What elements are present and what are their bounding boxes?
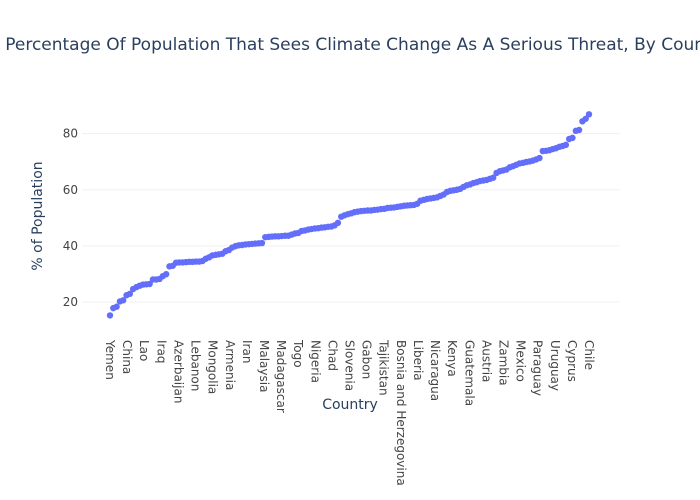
x-tick-label: Nicaragua — [428, 340, 442, 401]
x-tick-label: Malaysia — [257, 340, 271, 392]
data-points — [106, 111, 593, 319]
x-axis-title: Country — [322, 397, 378, 413]
x-tick-label: Tajikistan — [377, 339, 391, 396]
chart-title: Percentage Of Population That Sees Clima… — [5, 35, 700, 55]
x-tick-label: Madagascar — [274, 340, 288, 413]
x-tick-label: Austria — [479, 340, 493, 382]
y-tick-label: 20 — [63, 295, 78, 309]
data-point[interactable] — [106, 312, 114, 319]
x-tick-label: Lebanon — [189, 340, 203, 391]
x-tick-label: Nigeria — [308, 340, 322, 383]
y-tick-label: 60 — [63, 183, 78, 197]
x-tick-label: Chile — [582, 340, 596, 370]
x-tick-label: Paraguay — [531, 340, 545, 396]
x-tick-label: Uruguay — [548, 340, 562, 391]
x-tick-label: Yemen — [103, 339, 117, 380]
x-tick-label: China — [120, 340, 134, 374]
data-point[interactable] — [113, 303, 120, 310]
x-tick-label: Kenya — [445, 340, 459, 377]
data-point[interactable] — [162, 270, 170, 278]
x-tick-label: Iran — [240, 340, 254, 363]
x-tick-label: Armenia — [223, 340, 237, 390]
data-point[interactable] — [582, 115, 589, 122]
x-tick-label: Bosnia and Herzegovina — [394, 340, 408, 486]
x-tick-label: Liberia — [411, 340, 425, 381]
y-axis-title: % of Population — [30, 161, 46, 270]
y-tick-labels: 20 40 60 80 — [63, 127, 78, 309]
x-tick-label: Gabon — [360, 340, 374, 379]
x-tick-label: Iraq — [154, 340, 168, 363]
data-point[interactable] — [536, 154, 543, 162]
x-tick-label: Cyprus — [565, 340, 579, 382]
x-tick-labels: Yemen China Lao Iraq Azerbaijan Lebanon Mongol… — [103, 339, 596, 486]
x-tick-label: Chad — [325, 340, 339, 371]
y-tick-label: 40 — [63, 239, 78, 253]
x-tick-label: Mexico — [514, 340, 528, 382]
data-point[interactable] — [562, 141, 570, 149]
data-point[interactable] — [569, 134, 576, 142]
data-point[interactable] — [575, 126, 583, 134]
x-tick-label: Zambia — [496, 340, 510, 386]
gridlines — [82, 133, 620, 303]
data-point[interactable] — [334, 219, 342, 227]
data-point[interactable] — [146, 280, 153, 288]
x-tick-label: Guatemala — [462, 340, 476, 406]
data-point[interactable] — [126, 290, 134, 298]
data-point[interactable] — [120, 297, 127, 304]
x-tick-label: Togo — [291, 339, 305, 368]
x-tick-label: Mongolia — [206, 340, 220, 394]
data-point[interactable] — [585, 111, 593, 118]
y-tick-label: 80 — [63, 127, 78, 141]
x-tick-label: Slovenia — [343, 340, 357, 391]
x-tick-label: Lao — [137, 340, 151, 361]
x-tick-label: Azerbaijan — [171, 340, 185, 403]
data-point[interactable] — [258, 239, 266, 247]
data-point[interactable] — [490, 174, 497, 181]
